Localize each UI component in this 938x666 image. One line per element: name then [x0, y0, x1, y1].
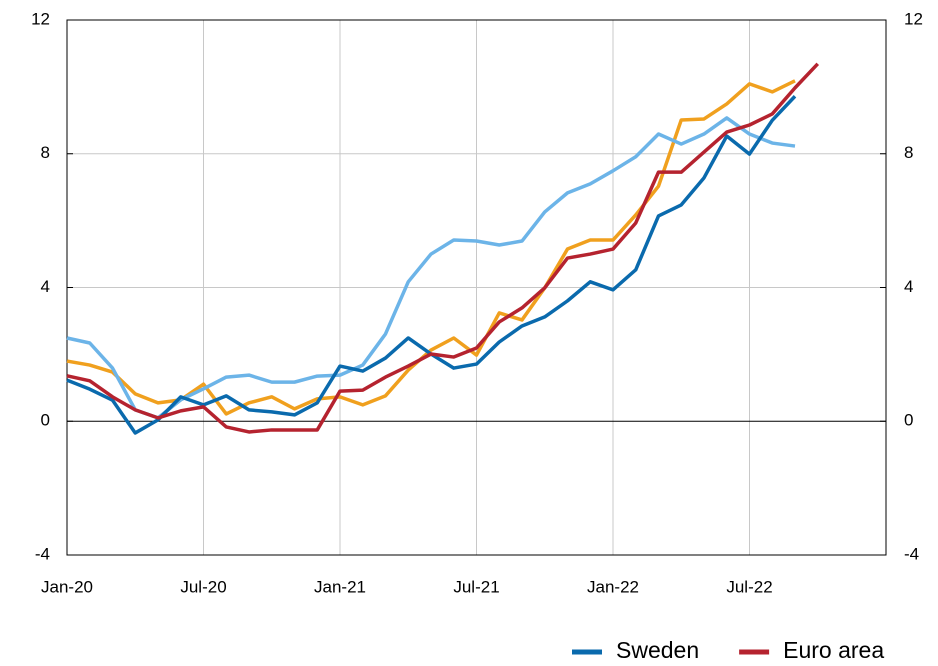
x-tick-label: Jul-22 — [726, 577, 772, 596]
legend-label: Euro area — [783, 637, 884, 663]
x-tick-label: Jul-21 — [453, 577, 499, 596]
y-tick-label: 0 — [41, 411, 50, 430]
y-tick-label: 4 — [41, 277, 50, 296]
legend-label: Sweden — [616, 637, 699, 663]
x-tick-label: Jul-20 — [180, 577, 226, 596]
y-tick-label: 12 — [31, 9, 50, 28]
y2-tick-label: 12 — [904, 9, 923, 28]
series-line — [66, 95, 797, 435]
series-line — [66, 116, 796, 420]
y-tick-label: -4 — [35, 544, 50, 563]
x-tick-label: Jan-22 — [587, 577, 639, 596]
y2-tick-label: 4 — [904, 277, 913, 296]
series-line — [66, 79, 796, 416]
y2-tick-label: 0 — [904, 411, 913, 430]
y2-tick-label: -4 — [904, 544, 919, 563]
x-tick-label: Jan-20 — [41, 577, 93, 596]
x-tick-label: Jan-21 — [314, 577, 366, 596]
y2-tick-label: 8 — [904, 143, 913, 162]
series-line — [66, 62, 820, 434]
plot-frame — [66, 19, 887, 556]
y-tick-label: 8 — [41, 143, 50, 162]
